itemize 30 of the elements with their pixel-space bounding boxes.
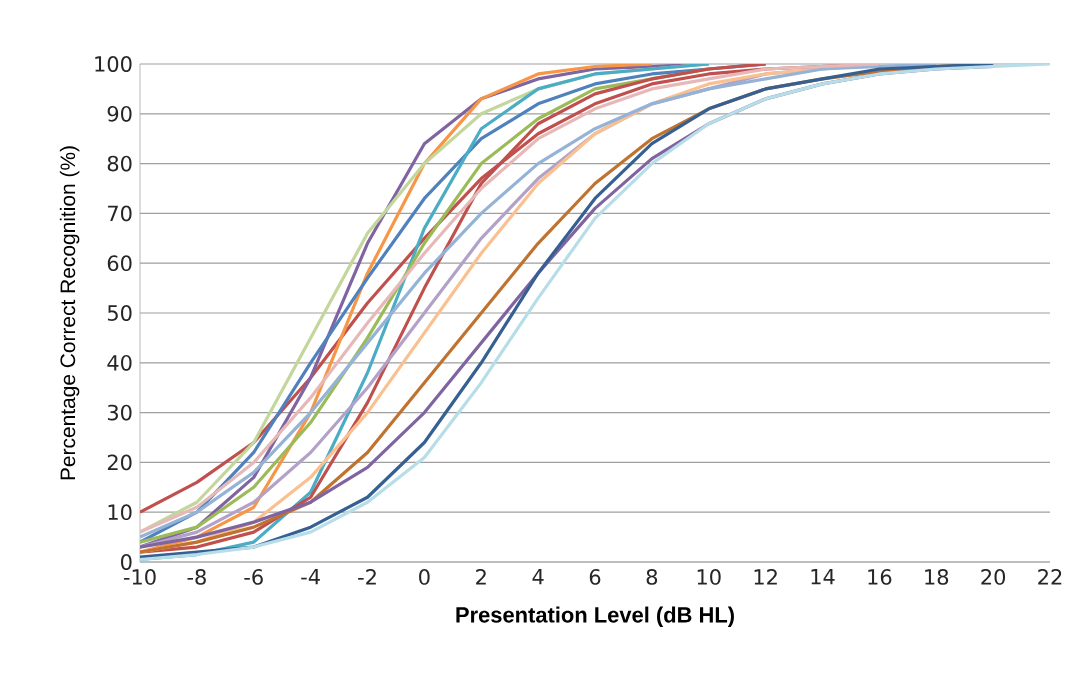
y-tick-label: 40 [107,354,132,371]
x-tick-label: -2 [358,569,376,585]
x-tick-label: 20 [981,569,1006,585]
y-tick-label: 50 [107,305,132,321]
y-tick-label: 30 [107,404,132,421]
x-tick-label: 2 [476,569,486,585]
x-tick-label: 10 [697,569,721,585]
x-tick-label: -6 [244,569,263,585]
x-tick-label: 18 [925,569,949,585]
x-tick-label: 16 [868,569,892,585]
y-axis-title: Percentage Correct Recognition (%) [59,146,80,480]
y-tick-label: 100 [95,56,132,72]
x-tick-label: 6 [589,569,601,585]
x-tick-label: 12 [754,569,777,585]
x-tick-label: -4 [301,569,320,585]
x-tick-label: 14 [811,569,835,585]
x-tick-label: 4 [532,569,544,585]
y-tick-label: 20 [107,454,132,471]
x-tick-label: 0 [419,569,430,585]
x-tick-label: 22 [1038,569,1062,585]
y-tick-label: 90 [107,105,132,122]
x-tick-label: 8 [646,569,658,585]
x-axis-title: Presentation Level (dB HL) [456,606,734,627]
x-tick-label: -8 [187,569,206,585]
y-tick-label: 80 [107,155,132,172]
y-tick-label: 0 [121,554,132,570]
y-tick-label: 10 [108,504,132,521]
y-tick-label: 60 [107,255,132,272]
y-tick-label: 70 [108,205,132,222]
x-tick-label: -10 [123,569,156,585]
